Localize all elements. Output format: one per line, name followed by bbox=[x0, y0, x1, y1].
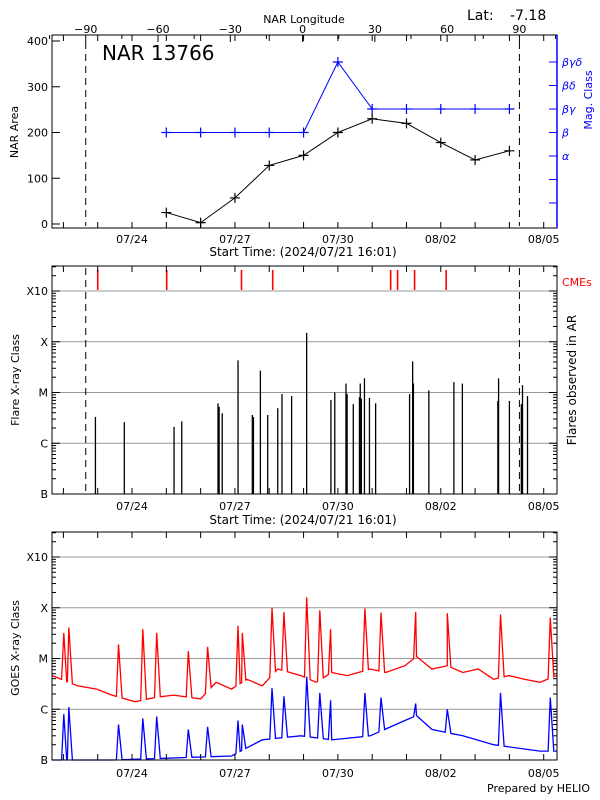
area-point bbox=[504, 145, 515, 156]
region-title: NAR 13766 bbox=[102, 41, 215, 65]
area-point bbox=[332, 127, 343, 138]
goes-class-label: M bbox=[39, 653, 49, 666]
lat-value: -7.18 bbox=[510, 8, 546, 24]
panel1-date-label: 07/24 bbox=[116, 233, 148, 246]
start-time-label-2: Start Time: (2024/07/21 16:01) bbox=[209, 513, 396, 527]
mag-class-point bbox=[264, 127, 275, 138]
mag-class-point bbox=[161, 127, 172, 138]
panel3-date-label: 08/05 bbox=[528, 767, 560, 780]
panel3-date-label: 07/27 bbox=[219, 767, 251, 780]
goes-axis-title: GOES X-ray Class bbox=[9, 600, 22, 696]
goes-long-line bbox=[51, 597, 557, 703]
flare-class-label: C bbox=[40, 437, 48, 450]
flare-class-label: B bbox=[40, 488, 48, 501]
panel3-date-label: 07/24 bbox=[116, 767, 148, 780]
goes-class-label: B bbox=[40, 754, 48, 767]
mag-class-point bbox=[332, 57, 343, 67]
panel1-date-label: 07/30 bbox=[322, 233, 354, 246]
goes-short-line bbox=[52, 676, 557, 761]
panel1-date-label: 08/02 bbox=[425, 233, 457, 246]
mag-class-line bbox=[166, 61, 510, 133]
panel2-date-label: 08/05 bbox=[528, 500, 560, 513]
start-time-label-1: Start Time: (2024/07/21 16:01) bbox=[209, 245, 396, 259]
area-point bbox=[161, 207, 172, 218]
mag-class-point bbox=[367, 104, 378, 114]
mag-class-point bbox=[504, 104, 515, 114]
mag-class-tick-label: βγ bbox=[561, 103, 576, 116]
goes-class-label: X bbox=[40, 602, 48, 615]
goes-class-label: C bbox=[40, 703, 48, 716]
flare-class-label: M bbox=[39, 387, 49, 400]
longitude-tick-label: 0 bbox=[299, 23, 306, 36]
mag-class-point bbox=[470, 104, 481, 114]
area-point bbox=[401, 118, 412, 129]
mag-class-point bbox=[435, 104, 446, 114]
longitude-tick-label: 60 bbox=[440, 23, 454, 36]
mag-class-tick-label: βγδ bbox=[561, 56, 583, 69]
area-point bbox=[435, 137, 446, 148]
flare-plot-frame bbox=[51, 265, 558, 495]
panel1-date-label: 07/27 bbox=[219, 233, 251, 246]
panel2-date-label: 08/02 bbox=[425, 500, 457, 513]
mag-class-tick-label: α bbox=[562, 150, 570, 163]
area-axis-title: NAR Area bbox=[8, 106, 21, 158]
mag-class-tick-label: βδ bbox=[561, 80, 576, 93]
longitude-tick-label: 90 bbox=[512, 23, 526, 36]
goes-plot-frame bbox=[51, 531, 558, 761]
mag-class-point bbox=[229, 127, 240, 138]
mag-class-point bbox=[298, 127, 309, 138]
lat-label: Lat: bbox=[467, 8, 494, 24]
area-point bbox=[298, 150, 309, 161]
area-point bbox=[264, 160, 275, 171]
area-point bbox=[229, 192, 240, 203]
mag-class-axis-title: Mag. Class bbox=[582, 70, 595, 129]
panel2-date-label: 07/24 bbox=[116, 500, 148, 513]
area-tick-label: 0 bbox=[41, 218, 48, 231]
flare-class-label: X10 bbox=[26, 285, 48, 298]
panel2-date-label: 07/27 bbox=[219, 500, 251, 513]
area-point bbox=[367, 113, 378, 124]
longitude-tick-label: −30 bbox=[219, 23, 242, 36]
area-tick-label: 100 bbox=[27, 172, 48, 185]
mag-class-tick-label: β bbox=[561, 127, 569, 140]
area-tick-label: 300 bbox=[27, 81, 48, 94]
area-tick-label: 200 bbox=[27, 127, 48, 140]
mag-class-point bbox=[195, 127, 206, 138]
panel1-date-label: 08/05 bbox=[528, 233, 560, 246]
area-point bbox=[470, 154, 481, 165]
longitude-tick-label: −60 bbox=[146, 23, 169, 36]
flare-axis-title: Flare X-ray Class bbox=[9, 334, 22, 426]
longitude-tick-label: −90 bbox=[74, 23, 97, 36]
longitude-axis-title: NAR Longitude bbox=[263, 13, 345, 26]
cme-label: CMEs bbox=[562, 276, 592, 289]
panel3-date-label: 08/02 bbox=[425, 767, 457, 780]
credit-label: Prepared by HELIO bbox=[487, 782, 590, 795]
area-tick-label: 400 bbox=[27, 35, 48, 48]
panel2-date-label: 07/30 bbox=[322, 500, 354, 513]
longitude-tick-label: 30 bbox=[368, 23, 382, 36]
flare-class-label: X bbox=[40, 336, 48, 349]
mag-class-point bbox=[401, 104, 412, 114]
panel3-date-label: 07/30 bbox=[322, 767, 354, 780]
goes-class-label: X10 bbox=[26, 551, 48, 564]
flares-observed-title: Flares observed in AR bbox=[565, 315, 579, 445]
